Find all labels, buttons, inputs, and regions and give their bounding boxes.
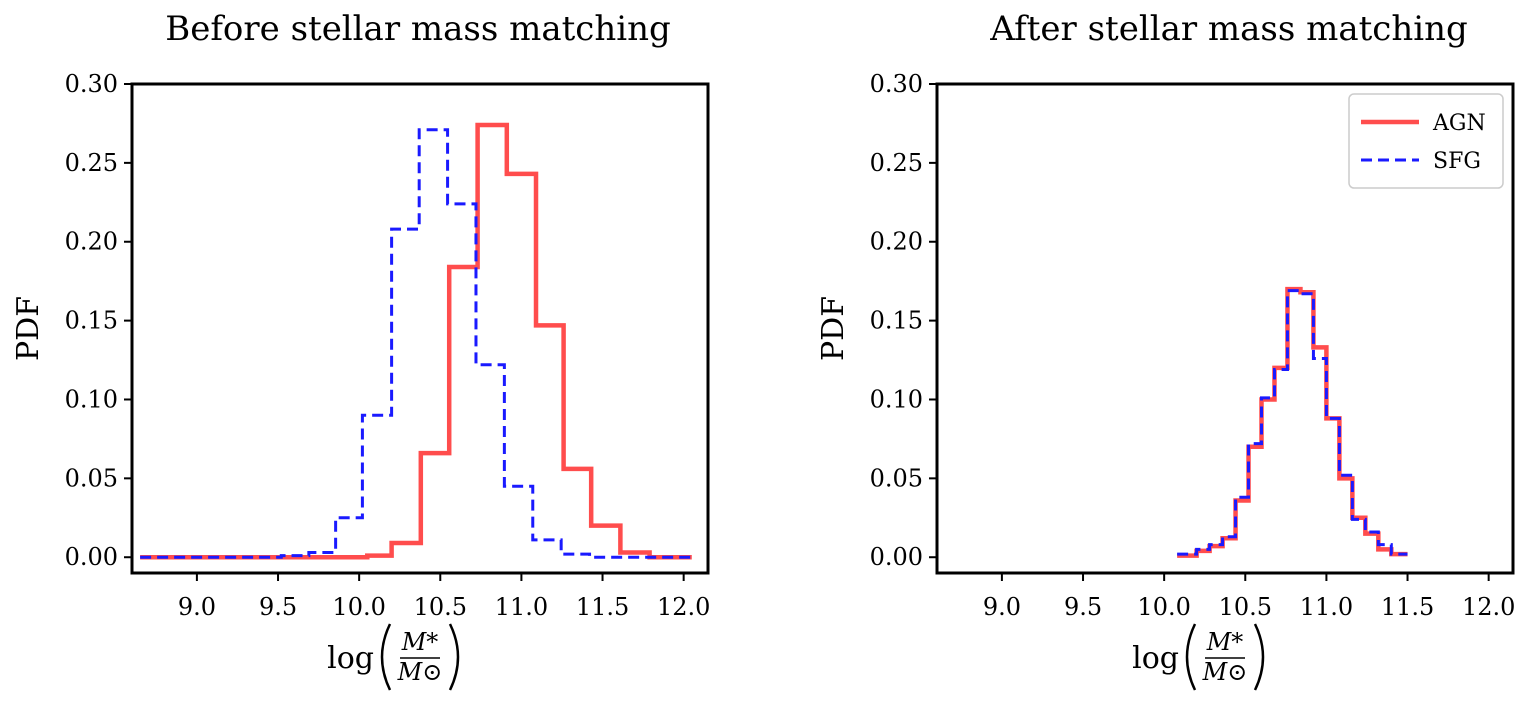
x-label-right-paren [448, 623, 460, 691]
x-label-numerator: M* [1206, 628, 1244, 656]
y-tick-label: 0.15 [870, 307, 923, 335]
x-tick-label: 10.0 [332, 593, 385, 621]
y-tick-label: 0.30 [65, 70, 118, 98]
plot-frame [130, 82, 710, 575]
y-tick-label: 0.10 [65, 385, 118, 413]
x-tick-label: 9.0 [983, 593, 1021, 621]
y-tick-label: 0.05 [65, 464, 118, 492]
x-label-log: log [1132, 641, 1179, 676]
legend-label-sfg: SFG [1433, 149, 1481, 174]
x-tick-label: 10.0 [1137, 593, 1190, 621]
x-axis-label: log M*M⊙ [327, 623, 460, 691]
x-tick-label: 11.0 [1300, 593, 1353, 621]
x-tick-label: 9.0 [178, 593, 216, 621]
series-agn-step-line [1177, 286, 1408, 558]
chart-title: Before stellar mass matching [165, 9, 671, 49]
y-tick-label: 0.20 [65, 228, 118, 256]
y-tick-label: 0.00 [65, 543, 118, 571]
legend-label-agn: AGN [1432, 111, 1486, 136]
series-agn-step-line [140, 122, 692, 560]
x-label-numerator: M* [401, 628, 439, 656]
y-tick-label: 0.25 [65, 149, 118, 177]
y-tick-label: 0.25 [870, 149, 923, 177]
x-tick-label: 9.5 [1064, 593, 1102, 621]
legend: AGN SFG [1348, 93, 1504, 189]
series-sfg-step-line [1177, 289, 1408, 556]
y-tick-label: 0.15 [65, 307, 118, 335]
x-tick-label: 11.0 [495, 593, 548, 621]
x-tick-label: 11.5 [1381, 593, 1434, 621]
y-tick-label: 0.10 [870, 385, 923, 413]
panel-before-matching: Before stellar mass matching 9.0 9.5 10.0 10… [11, 9, 710, 691]
y-axis-label: PDF [11, 296, 46, 361]
series-sfg-step-line [140, 128, 692, 559]
x-tick-label: 9.5 [259, 593, 297, 621]
x-tick-label: 11.5 [576, 593, 629, 621]
y-tick-label: 0.30 [870, 70, 923, 98]
x-label-denominator: M⊙ [1202, 658, 1248, 686]
y-tick-label: 0.20 [870, 228, 923, 256]
x-label-right-paren [1253, 623, 1265, 691]
x-tick-label: 10.5 [414, 593, 467, 621]
y-axis-label: PDF [816, 296, 851, 361]
x-label-log: log [327, 641, 374, 676]
y-tick-label: 0.00 [870, 543, 923, 571]
panel-after-matching: After stellar mass matching 9.0 9.5 10.0 10.… [816, 9, 1515, 691]
x-axis-label: log M*M⊙ [1132, 623, 1265, 691]
x-label-left-paren [1185, 623, 1197, 691]
chart-title: After stellar mass matching [989, 9, 1468, 49]
y-tick-label: 0.05 [870, 464, 923, 492]
plot-frame [935, 82, 1515, 575]
legend-box [1348, 93, 1504, 189]
x-tick-label: 12.0 [1462, 593, 1515, 621]
x-label-left-paren [380, 623, 392, 691]
x-tick-label: 10.5 [1219, 593, 1272, 621]
x-label-denominator: M⊙ [397, 658, 443, 686]
x-tick-label: 12.0 [657, 593, 710, 621]
